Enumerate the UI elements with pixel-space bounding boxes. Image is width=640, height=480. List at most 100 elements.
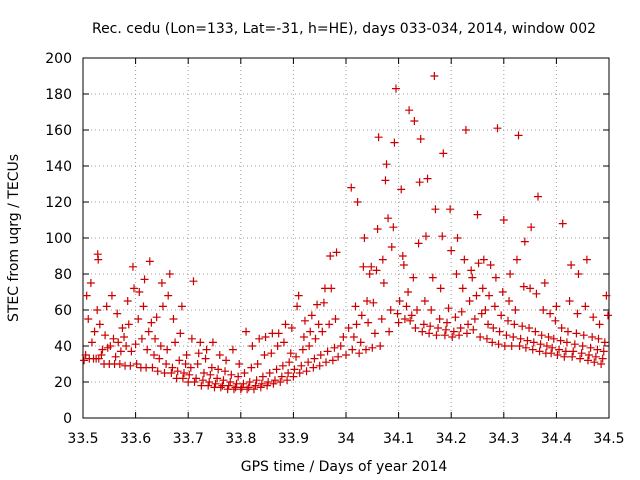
data-point [455,331,464,340]
data-point [277,372,286,381]
data-point [232,379,241,388]
data-point [495,327,504,336]
data-point [351,302,360,311]
data-point [505,297,514,305]
data-point [469,325,478,334]
data-point [482,334,491,343]
data-point [242,327,251,336]
data-point [311,334,320,343]
data-point [261,333,270,341]
data-point [295,369,304,377]
data-point [156,342,165,350]
data-point [504,316,513,325]
data-point [602,291,611,300]
data-point [256,383,265,392]
data-point [518,322,527,331]
data-point [290,365,299,374]
data-point [476,333,485,341]
data-point [214,365,223,374]
data-point [479,255,488,264]
data-point [585,351,594,359]
data-point [216,383,225,392]
data-point [357,311,366,320]
data-point [126,361,135,370]
data-point [405,106,414,115]
data-point [418,327,427,336]
data-point [207,363,216,372]
data-point [115,360,124,368]
data-point [409,273,418,282]
data-point [500,342,509,350]
data-point [431,205,440,214]
data-point [229,385,238,394]
data-point [182,351,191,359]
data-point [385,327,394,336]
data-point [293,302,302,311]
data-point [452,270,461,278]
data-point [360,234,369,242]
data-point [273,342,282,350]
data-point [264,378,273,386]
data-point [599,347,608,356]
data-point [199,369,208,377]
data-point [300,316,309,325]
data-point [97,351,106,359]
data-point [499,216,508,224]
data-point [234,372,243,381]
data-point [364,318,373,327]
data-point [370,329,379,338]
data-point [439,149,448,158]
data-point [310,354,319,363]
data-point [239,379,248,388]
data-point [118,324,127,332]
data-point [111,352,120,361]
data-point [178,374,187,383]
data-point [94,255,103,264]
data-point [567,261,576,269]
data-point [175,356,184,365]
data-point [155,354,164,363]
data-point [468,273,477,282]
data-point [196,338,205,347]
data-point [510,320,519,329]
data-point [81,351,90,359]
data-point [562,338,571,347]
data-point [441,325,450,334]
y-tick-label: 200 [45,51,72,67]
data-point [187,334,196,343]
data-point [526,284,535,293]
data-point [583,356,592,365]
data-point [515,342,524,350]
data-point [511,306,520,314]
data-point [197,381,206,390]
data-point [167,369,176,377]
plot-border [82,57,610,419]
data-point [192,374,201,383]
data-point [318,327,327,336]
data-point [272,365,281,374]
data-point [306,327,315,336]
data-point [555,345,564,354]
data-point [588,333,597,341]
data-point [399,261,408,269]
data-point [215,351,224,359]
data-point [270,376,279,385]
data-point [512,255,521,264]
data-point [367,262,376,271]
data-point [582,255,591,264]
x-tick-label: 33.7 [173,431,204,447]
data-point [446,205,455,214]
data-point [598,354,607,363]
data-point [537,331,546,340]
data-point [411,324,420,332]
x-tick-label: 34 [337,431,355,447]
data-point [578,342,587,350]
data-point [235,360,244,368]
data-point [128,262,137,271]
data-point [565,297,574,305]
data-point [406,316,415,325]
data-point [247,363,256,372]
data-point [177,302,186,311]
data-point [347,183,356,192]
data-point [202,345,211,354]
